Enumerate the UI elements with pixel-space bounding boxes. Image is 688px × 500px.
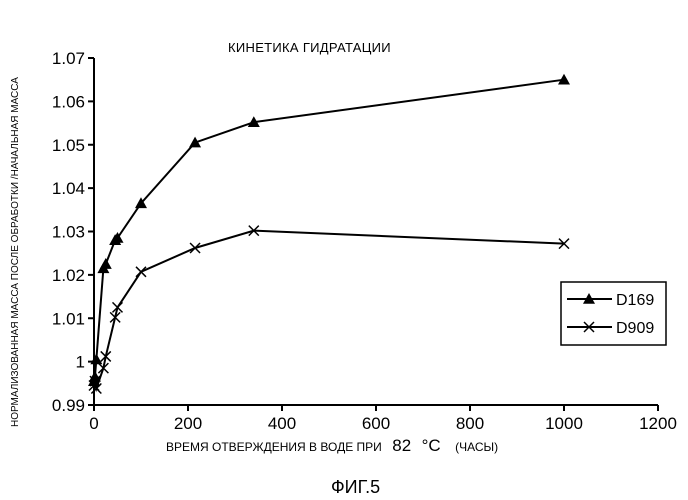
y-ticks: 0.99 1 1.01 1.02 1.03 1.04 1.05 1.06 1.07 — [52, 49, 94, 415]
x-ticks: 0 200 400 600 800 1000 1200 — [89, 405, 677, 433]
x-tick-label: 0 — [89, 414, 98, 433]
y-tick-label: 1 — [76, 353, 85, 372]
y-tick-label: 1.01 — [52, 309, 85, 328]
series-d909 — [89, 226, 569, 394]
x-tick-label: 600 — [362, 414, 390, 433]
x-tick-label: 400 — [268, 414, 296, 433]
x-axis-label-temperature: 82 — [392, 436, 411, 455]
series-d169 — [88, 74, 570, 386]
y-tick-label: 1.05 — [52, 136, 85, 155]
x-tick-label: 1200 — [639, 414, 677, 433]
x-tick-label: 800 — [456, 414, 484, 433]
chart-title: КИНЕТИКА ГИДРАТАЦИИ — [228, 40, 391, 55]
figure-caption: ФИГ.5 — [331, 477, 380, 497]
series-d169-line — [94, 80, 564, 381]
y-axis-label: НОРМАЛИЗОВАННАЯ МАССА ПОСЛЕ ОБРАБОТКИ /Н… — [10, 77, 21, 427]
y-tick-label: 1.02 — [52, 266, 85, 285]
x-axis-label-suffix: (ЧАСЫ) — [455, 440, 498, 454]
legend-label-d909: D909 — [616, 320, 654, 337]
series-d169-point — [90, 353, 102, 364]
series-d169-point — [112, 232, 124, 243]
y-tick-label: 1.04 — [52, 179, 85, 198]
y-tick-label: 1.03 — [52, 223, 85, 242]
series-d169-point — [100, 258, 112, 269]
x-axis-label: ВРЕМЯ ОТВЕРЖДЕНИЯ В ВОДЕ ПРИ 82 °C (ЧАСЫ… — [166, 436, 498, 455]
series-d909-point — [136, 267, 146, 277]
y-tick-label: 0.99 — [52, 396, 85, 415]
series-layer — [88, 74, 570, 394]
x-axis-label-unit: °C — [422, 436, 441, 455]
x-tick-label: 200 — [174, 414, 202, 433]
series-d909-line — [94, 231, 564, 389]
y-tick-label: 1.06 — [52, 92, 85, 111]
series-d169-point — [558, 74, 570, 85]
x-tick-label: 1000 — [545, 414, 583, 433]
legend-label-d169: D169 — [616, 292, 654, 309]
legend: D169 D909 — [561, 282, 666, 345]
x-axis-label-text: ВРЕМЯ ОТВЕРЖДЕНИЯ В ВОДЕ ПРИ — [166, 440, 382, 454]
plot-area: 0.99 1 1.01 1.02 1.03 1.04 1.05 1.06 1.07 0 200 40… — [52, 49, 677, 433]
y-tick-label: 1.07 — [52, 49, 85, 68]
